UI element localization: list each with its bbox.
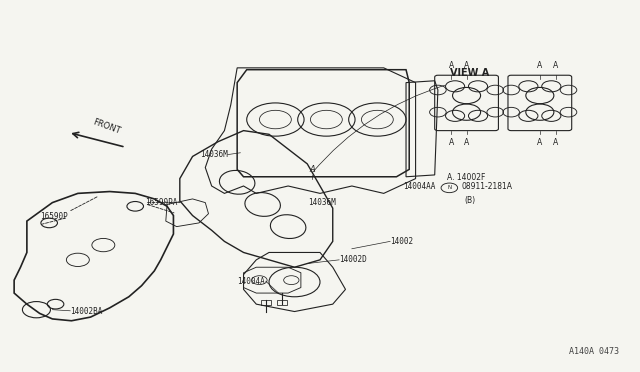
Text: N: N xyxy=(447,185,451,190)
Text: FRONT: FRONT xyxy=(92,118,122,136)
Text: A: A xyxy=(464,61,469,70)
Text: 14002BA: 14002BA xyxy=(70,307,102,316)
Text: 14036M: 14036M xyxy=(308,198,336,207)
Text: A: A xyxy=(553,61,558,70)
Text: 14004A: 14004A xyxy=(237,277,265,286)
Text: 14002D: 14002D xyxy=(339,255,367,264)
Text: 16590P: 16590P xyxy=(40,212,68,221)
Text: VIEW A: VIEW A xyxy=(450,68,490,78)
Text: A: A xyxy=(537,138,543,147)
Text: A140A 0473: A140A 0473 xyxy=(570,347,620,356)
Text: 14004AA: 14004AA xyxy=(403,182,435,190)
Text: A: A xyxy=(449,138,454,147)
Text: A: A xyxy=(537,61,543,70)
Text: 16590PA: 16590PA xyxy=(145,198,177,207)
Text: A: A xyxy=(449,61,454,70)
Text: A: A xyxy=(310,165,316,174)
Text: 08911-2181A: 08911-2181A xyxy=(461,182,513,191)
Text: A: A xyxy=(464,138,469,147)
Text: A. 14002F: A. 14002F xyxy=(447,173,486,182)
Text: A: A xyxy=(553,138,558,147)
Text: 14036M: 14036M xyxy=(200,150,228,159)
Text: (B): (B) xyxy=(464,196,476,205)
Text: 14002: 14002 xyxy=(390,237,413,246)
